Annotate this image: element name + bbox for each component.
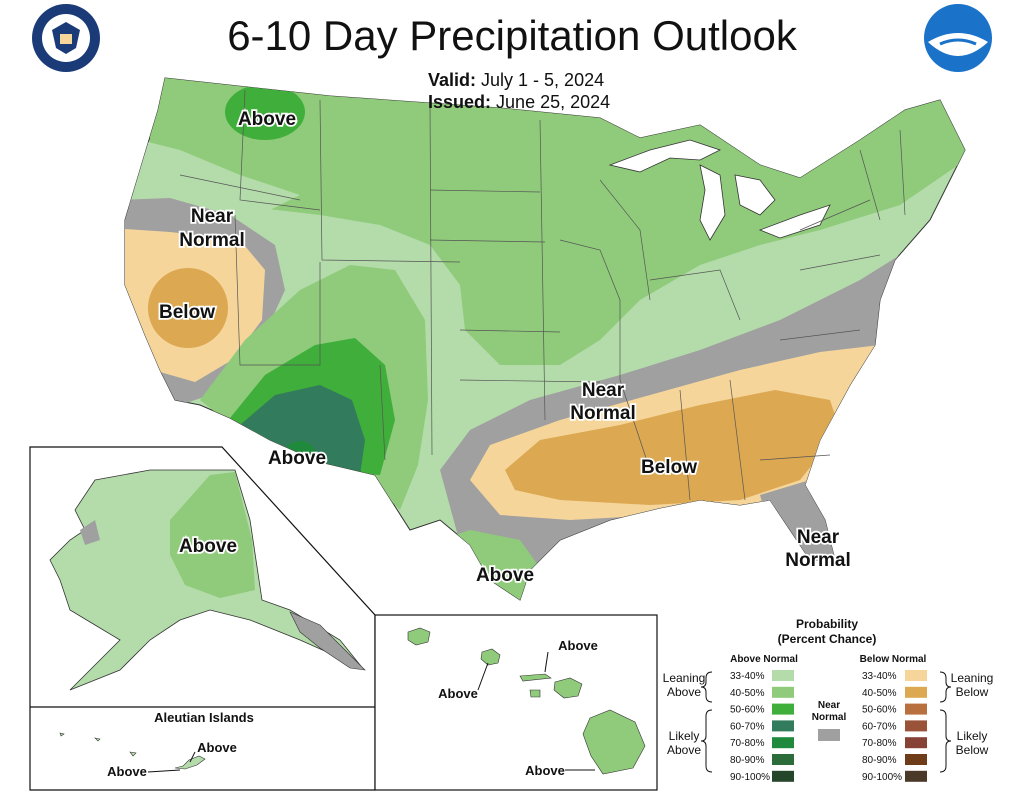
hawaii-molokai <box>519 673 552 682</box>
legend-leaning-above-2: Above <box>667 685 701 699</box>
legend-above-swatch <box>772 703 794 715</box>
legend-likely-above-2: Above <box>667 743 701 757</box>
legend-above-range-label: 40-50% <box>730 688 765 699</box>
legend-below-swatch <box>905 720 927 732</box>
label-aleutian-above-1: Above <box>197 740 237 755</box>
legend-below-range-label: 80-90% <box>862 755 897 766</box>
label-near-normal-south-1: Near <box>582 380 625 401</box>
below-40-50-southeast <box>505 390 840 505</box>
label-above-north: Above <box>238 109 296 130</box>
legend-above-swatch <box>772 720 794 732</box>
legend-near-2: Normal <box>812 712 847 723</box>
legend-below-swatch <box>905 670 927 681</box>
alaska-inset: Above Aleutian Islands Above Above <box>29 446 376 791</box>
legend-above-swatch <box>772 754 794 765</box>
legend-below-swatch <box>905 737 927 749</box>
aleutian-islands <box>59 732 206 770</box>
above-50-60-north <box>225 84 305 140</box>
valid-value: July 1 - 5, 2024 <box>481 70 605 90</box>
legend-likely-below-2: Below <box>956 743 989 757</box>
legend-above-swatch <box>772 670 794 681</box>
legend-below-swatch <box>905 686 927 698</box>
legend-leaning-above-1: Leaning <box>663 671 706 685</box>
legend-below-swatches: 33-40% 40-50% 50-60% 60-70% 70-80% 80-90% 90-1… <box>862 670 927 783</box>
label-near-normal-florida-2: Normal <box>785 550 850 571</box>
issued-value: June 25, 2024 <box>496 92 611 112</box>
label-below-southeast: Below <box>641 457 697 478</box>
commerce-seal-icon <box>32 4 100 72</box>
legend-leaning-below-1: Leaning <box>951 671 994 685</box>
label-hawaii-above-2: Above <box>438 686 478 701</box>
legend-below-header: Below Normal <box>860 654 927 665</box>
label-near-normal-west-2: Normal <box>179 230 244 251</box>
legend-title-1: Probability <box>796 617 858 631</box>
label-hawaii-above-1: Above <box>558 638 598 653</box>
leaning-above-northwest <box>125 135 300 215</box>
alaska-above-region <box>170 472 255 598</box>
legend-above-range-label: 70-80% <box>730 738 765 749</box>
legend-above-swatch <box>772 686 794 698</box>
hawaii-maui <box>553 677 583 699</box>
page-title: 6-10 Day Precipitation Outlook <box>227 12 797 59</box>
state-lines <box>179 89 906 501</box>
legend-above-range-label: 60-70% <box>730 721 765 732</box>
legend-above-range-label: 90-100% <box>730 772 770 783</box>
label-near-normal-florida-1: Near <box>797 527 840 548</box>
label-above-alaska: Above <box>179 536 237 557</box>
legend-below-range-label: 33-40% <box>862 671 897 682</box>
hawaii-oahu <box>480 648 501 666</box>
noaa-logo-icon <box>924 4 992 72</box>
legend-likely-above-1: Likely <box>669 729 700 743</box>
hawaii-inset: Above Above Above <box>374 614 658 791</box>
legend-title-2: (Percent Chance) <box>778 632 877 646</box>
legend-above-swatch <box>772 737 794 749</box>
legend-below-swatch <box>905 754 927 765</box>
label-hawaii-above-3: Above <box>525 763 565 778</box>
legend-leaning-below-2: Below <box>956 685 989 699</box>
hawaii-lanai <box>529 689 541 698</box>
legend-below-swatch <box>905 770 927 782</box>
legend-above-swatches: 33-40% 40-50% 50-60% 60-70% 70-80% 80-90% 90-1… <box>730 670 794 783</box>
legend-below-range-label: 40-50% <box>862 688 897 699</box>
alaska-panhandle <box>289 611 366 671</box>
legend-above-header: Above Normal <box>730 654 798 665</box>
legend-below-range-label: 60-70% <box>862 721 897 732</box>
label-below-west: Below <box>159 302 215 323</box>
great-lakes <box>608 139 831 241</box>
label-aleutian-above-2: Above <box>107 764 147 779</box>
legend-below-swatch <box>905 703 927 715</box>
valid-label: Valid: <box>428 70 477 90</box>
legend-near-normal-swatch <box>818 729 840 741</box>
label-above-southwest: Above <box>268 448 326 469</box>
below-40-50-west <box>148 268 228 348</box>
legend-above-range-label: 80-90% <box>730 755 765 766</box>
legend: Probability (Percent Chance) Above Norma… <box>663 617 994 783</box>
label-near-normal-west-1: Near <box>191 206 234 227</box>
issued-line: Issued: June 25, 2024 <box>428 92 610 113</box>
issued-label: Issued: <box>428 92 492 112</box>
legend-likely-below-1: Likely <box>957 729 988 743</box>
legend-above-range-label: 50-60% <box>730 705 765 716</box>
alaska-near-normal <box>80 520 100 545</box>
legend-below-range-label: 50-60% <box>862 705 897 716</box>
legend-below-range-label: 90-100% <box>862 772 902 783</box>
label-above-texas: Above <box>476 565 534 586</box>
hawaii-big-island <box>582 709 646 775</box>
label-near-normal-south-2: Normal <box>570 403 635 424</box>
legend-near-1: Near <box>818 700 840 711</box>
legend-above-range-label: 33-40% <box>730 671 765 682</box>
aleutian-title: Aleutian Islands <box>154 710 254 725</box>
valid-line: Valid: July 1 - 5, 2024 <box>428 70 604 91</box>
hawaii-kauai <box>407 627 431 646</box>
legend-below-range-label: 70-80% <box>862 738 897 749</box>
legend-above-swatch <box>772 770 794 782</box>
